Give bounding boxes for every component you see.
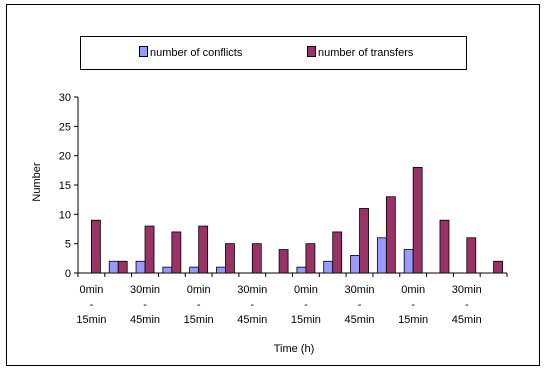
bar-transfers — [144, 225, 155, 274]
bar-transfers — [198, 225, 209, 274]
x-tick-label: 30min -45min — [130, 284, 160, 326]
bar-conflicts — [189, 266, 200, 274]
bar-conflicts — [162, 266, 173, 274]
bar-transfers — [412, 166, 423, 274]
bar-transfers — [117, 260, 128, 274]
bar-transfers — [251, 243, 262, 274]
y-tick-label: 5 — [65, 239, 71, 251]
legend: number of conflicts number of transfers — [80, 36, 467, 70]
legend-swatch-conflicts — [139, 46, 148, 57]
bar-transfers — [278, 249, 289, 274]
bar-conflicts — [403, 249, 414, 274]
bar-transfers — [171, 231, 182, 274]
bar-conflicts — [135, 260, 146, 274]
y-tick-label: 25 — [59, 121, 71, 133]
y-tick-label: 15 — [59, 180, 71, 192]
legend-item-transfers: number of transfers — [307, 46, 413, 60]
x-tick-label: 30min -45min — [345, 284, 375, 326]
x-tick-label: 0min -15min — [291, 284, 321, 326]
x-tick-label: 30min -45min — [452, 284, 482, 326]
x-tick-label: 0min -15min — [398, 284, 428, 326]
bar-transfers — [359, 208, 369, 274]
bar-conflicts — [323, 260, 334, 274]
y-tick-label: 0 — [65, 268, 71, 280]
bar-transfers — [305, 243, 316, 274]
x-tick-label: 30min -45min — [237, 284, 267, 326]
legend-swatch-transfers — [307, 46, 316, 57]
bar-conflicts — [296, 266, 307, 274]
bar-conflicts — [216, 266, 226, 274]
x-axis-title: Time (h) — [274, 343, 315, 355]
bar-transfers — [385, 196, 396, 274]
bar-transfers — [493, 260, 503, 274]
y-axis-title: Number — [31, 162, 43, 201]
y-tick-label: 10 — [59, 209, 71, 221]
legend-item-conflicts: number of conflicts — [139, 46, 242, 60]
bar-conflicts — [376, 237, 387, 274]
bar-transfers — [466, 237, 477, 274]
y-tick-label: 20 — [59, 151, 71, 163]
x-tick-label: 0min -15min — [76, 284, 106, 326]
y-tick-label: 30 — [59, 92, 71, 104]
x-tick-label: 0min -15min — [184, 284, 214, 326]
legend-label-conflicts: number of conflicts — [150, 47, 243, 59]
bar-transfers — [332, 231, 343, 274]
bar-conflicts — [108, 260, 119, 274]
bar-transfers — [225, 243, 235, 274]
bar-transfers — [439, 219, 450, 274]
bar-conflicts — [350, 254, 360, 274]
bar-transfers — [91, 219, 101, 274]
legend-label-transfers: number of transfers — [318, 47, 414, 59]
